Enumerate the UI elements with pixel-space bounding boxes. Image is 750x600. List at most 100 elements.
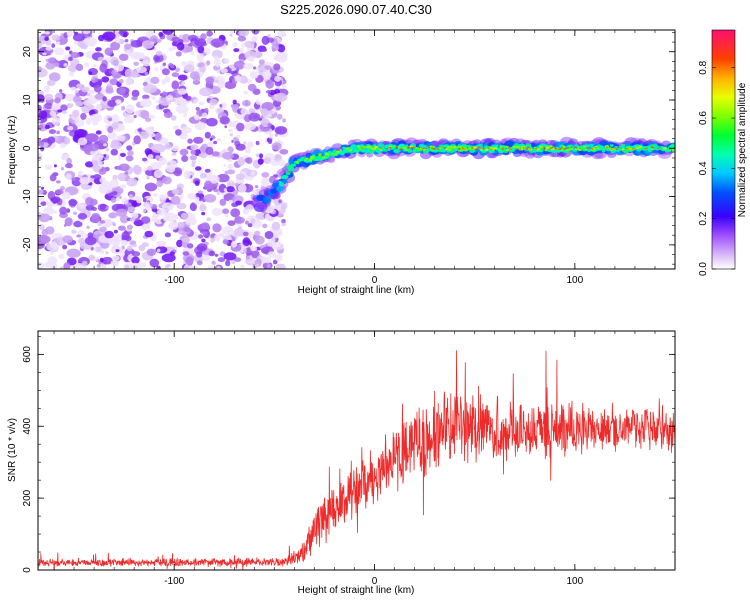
noise-blob [159, 194, 169, 200]
ridge-blob [413, 147, 416, 149]
noise-blob [66, 208, 71, 213]
noise-blob [95, 130, 102, 135]
noise-blob [115, 208, 128, 217]
noise-blob [158, 31, 164, 37]
noise-blob [108, 221, 113, 226]
noise-blob [147, 132, 156, 138]
noise-blob [164, 264, 169, 269]
noise-blob [88, 71, 93, 75]
noise-blob [38, 124, 44, 130]
noise-blob [234, 74, 242, 83]
noise-blob [100, 220, 106, 224]
noise-blob [194, 114, 200, 121]
noise-blob [171, 152, 177, 156]
noise-blob [84, 133, 99, 143]
noise-blob [132, 264, 138, 269]
noise-blob [118, 155, 122, 160]
ridge-blob [415, 147, 418, 149]
noise-blob [181, 126, 192, 134]
colorbar-tick-label: 0.0 [698, 262, 709, 276]
noise-blob [250, 171, 256, 176]
ridge-blob [644, 148, 647, 150]
noise-blob [185, 47, 194, 52]
noise-blob [150, 76, 160, 84]
noise-blob [107, 100, 117, 107]
noise-blob [268, 138, 273, 144]
noise-blob [226, 186, 235, 193]
noise-blob [235, 143, 246, 151]
noise-blob [115, 249, 120, 253]
noise-blob [227, 220, 236, 227]
noise-blob [219, 104, 223, 108]
noise-blob [44, 36, 49, 41]
noise-blob [211, 260, 216, 265]
noise-blob [274, 75, 281, 82]
noise-blob [77, 229, 85, 236]
noise-blob [229, 33, 233, 37]
noise-blob [209, 98, 218, 106]
noise-blob [140, 110, 150, 120]
ridge-blob [380, 147, 382, 149]
noise-blob [230, 208, 241, 218]
ridge-blob [296, 160, 300, 164]
ridge-blob [588, 143, 594, 148]
noise-blob [92, 160, 99, 165]
noise-blob [49, 110, 57, 117]
noise-blob [107, 126, 114, 134]
noise-blob [166, 164, 176, 173]
ridge-blob [597, 148, 601, 151]
ridge-blob [627, 146, 631, 149]
noise-blob [110, 178, 119, 188]
noise-blob [266, 263, 271, 269]
noise-blob [228, 121, 236, 128]
noise-blob [247, 56, 255, 62]
noise-blob [125, 155, 134, 162]
noise-blob [251, 30, 260, 35]
noise-blob [57, 109, 63, 113]
noise-blob [145, 169, 156, 177]
noise-blob [183, 113, 188, 118]
ridge-blob [538, 148, 541, 151]
noise-blob [112, 191, 118, 196]
noise-blob [179, 133, 189, 140]
noise-blob [65, 173, 72, 180]
noise-blob [214, 234, 221, 242]
noise-blob [156, 240, 167, 247]
noise-blob [124, 43, 132, 50]
noise-blob [118, 60, 124, 64]
noise-blob [156, 180, 163, 188]
noise-blob [254, 185, 259, 189]
noise-blob [191, 162, 196, 168]
noise-blob [140, 131, 150, 140]
noise-blob [99, 203, 107, 210]
noise-blob [48, 72, 61, 82]
ridge-blob [347, 147, 350, 149]
ridge-blob [437, 148, 440, 150]
ridge-blob [357, 145, 360, 148]
noise-blob [242, 248, 247, 254]
noise-blob [51, 34, 61, 41]
ridge-blob [586, 148, 592, 152]
noise-blob [217, 257, 226, 263]
ridge-blob [408, 147, 411, 149]
noise-blob [212, 223, 222, 233]
noise-blob [281, 222, 286, 227]
noise-blob [72, 109, 80, 118]
noise-blob [216, 190, 221, 195]
noise-blob [243, 154, 249, 159]
noise-blob [58, 253, 65, 260]
snr-panel: -100 0 100 0 200 400 600 Height of straight l… [7, 330, 676, 596]
noise-blob [227, 128, 233, 133]
figure-title: S225.2026.090.07.40.C30 [280, 2, 432, 17]
x-tick-label: -100 [164, 576, 184, 587]
noise-blob [56, 130, 60, 135]
noise-blob [154, 56, 160, 62]
noise-blob [108, 212, 117, 219]
noise-blob [158, 157, 167, 166]
noise-blob [149, 258, 160, 268]
ridge-blob [469, 148, 476, 153]
ridge-blob [551, 146, 554, 149]
noise-blob [203, 194, 217, 203]
noise-blob [103, 143, 108, 147]
ridge-blob [445, 148, 449, 151]
